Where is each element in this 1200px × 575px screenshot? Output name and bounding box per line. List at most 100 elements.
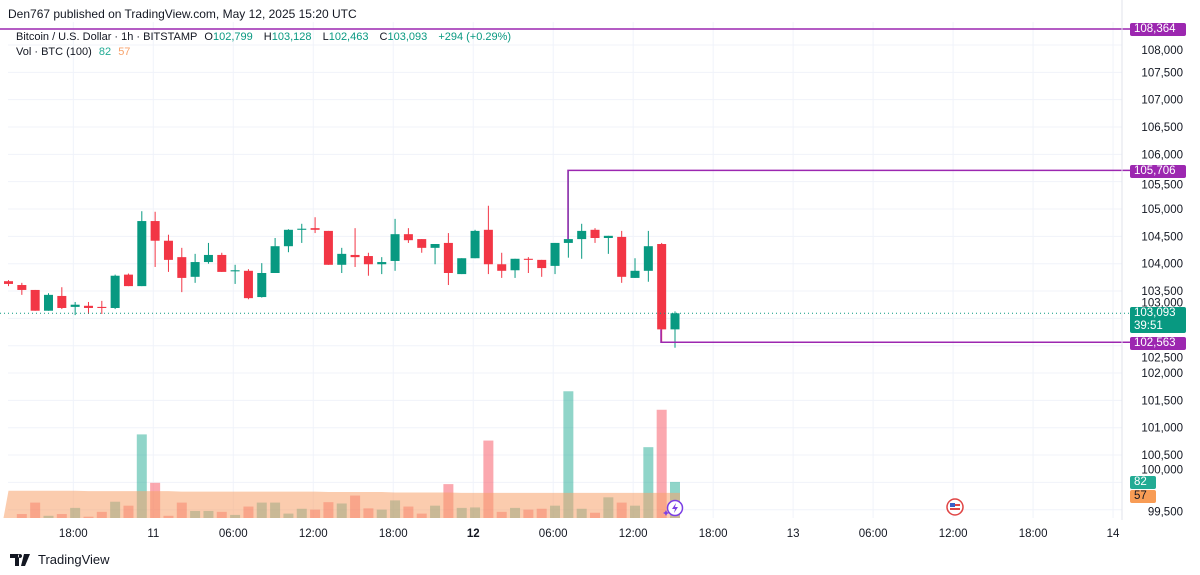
mid-line-tag: 105,706 [1130,165,1186,178]
candle [577,223,587,259]
volume-pane [3,391,680,518]
time-label: 06:00 [859,528,888,540]
candle [497,252,507,278]
candle [17,282,27,295]
candle [603,235,613,254]
low-horizontal-line [660,329,1130,344]
open-label: O [204,31,213,43]
candle-body [537,259,547,269]
candle [537,259,547,277]
candle-body [563,239,573,243]
price-label: 107,500 [1141,67,1183,79]
candle [57,287,67,310]
candle [590,228,600,243]
horizontal-lines[interactable] [0,28,1130,344]
volume-bar [563,391,574,518]
time-label: 18:00 [699,528,728,540]
candle [510,258,520,278]
candle [203,242,213,264]
candle-body [257,272,267,298]
candle-body [350,254,360,258]
candle [657,242,667,343]
candle [123,273,133,287]
candle [297,223,307,243]
price-label: 105,500 [1141,180,1183,192]
candle [110,274,120,310]
candle-body [443,242,453,273]
candle-body [283,229,293,247]
candle-body [643,246,653,271]
candle [270,238,280,273]
candle-body [163,240,173,260]
volume-value: 82 [98,46,112,58]
candle [470,229,480,259]
volume-tag: 82 [1130,476,1156,489]
high-line-tag: 108,364 [1130,23,1186,36]
symbol-legend[interactable]: Bitcoin / U.S. Dollar · 1h · BITSTAMP O1… [16,31,515,43]
low-number: 102,463 [328,31,369,43]
candle [150,211,160,267]
volume-bar [656,409,667,518]
candle-body [670,313,680,330]
volume-legend[interactable]: Vol · BTC (100) 82 57 [16,46,134,58]
open-value: O102,799 [204,31,256,43]
tradingview-logo-icon [10,553,30,566]
time-label: 18:00 [59,528,88,540]
candle-body [270,246,280,273]
candle [430,244,440,265]
candle-body [57,295,67,308]
candle [217,252,227,272]
candle-body [297,228,307,230]
candle-body [377,262,387,265]
change-value: +294 (+0.29%) [438,31,512,43]
high-label: H [263,31,272,43]
price-label: 108,000 [1141,45,1183,57]
candle-body [603,235,613,239]
candle [643,230,653,282]
time-label: 12 [467,528,480,540]
volume-bar [136,434,147,518]
candle-body [203,254,213,263]
candle [363,252,373,276]
candle-body [510,258,520,271]
bar-countdown: 39:51 [1134,320,1163,332]
tradingview-logo[interactable]: TradingView [10,552,110,567]
candle [617,230,627,283]
lightning-icon[interactable] [663,499,684,517]
price-label: 106,500 [1141,122,1183,134]
price-label: 105,000 [1141,204,1183,216]
volume-ma-area [3,490,680,518]
time-label: 12:00 [299,528,328,540]
candle-body [190,262,200,277]
candle [30,289,40,311]
candle-body [310,228,320,230]
time-label: 12:00 [619,528,648,540]
price-label: 100,500 [1141,450,1183,462]
candle-body [217,254,227,272]
low-label: L [322,31,329,43]
candle-body [630,270,640,278]
candle [443,233,453,286]
candle [550,242,560,275]
candle-body [4,281,13,284]
close-number: 103,093 [387,31,428,43]
volume-ma-value: 57 [118,46,131,58]
candle [417,239,427,253]
candle [337,247,347,273]
candle-body [363,256,373,265]
time-axis[interactable]: 18:00 11 06:00 12:00 18:00 12 06:00 12:00 18:00 1… [59,528,1120,540]
price-label: 100,000 [1141,464,1183,476]
us-flag-event-icon[interactable] [946,498,964,516]
price-label: 104,000 [1141,259,1183,271]
price-axis[interactable]: 108,000 107,500 107,000 106,500 106,000 105,5… [1121,0,1183,520]
candle [377,257,387,275]
candle-body [177,257,187,278]
price-label: 104,500 [1141,231,1183,243]
candle-body [97,306,107,308]
time-label: 06:00 [219,528,248,540]
candle [403,228,413,243]
candle-body [230,270,240,272]
candle-body [70,304,80,307]
candle-body [83,305,93,308]
